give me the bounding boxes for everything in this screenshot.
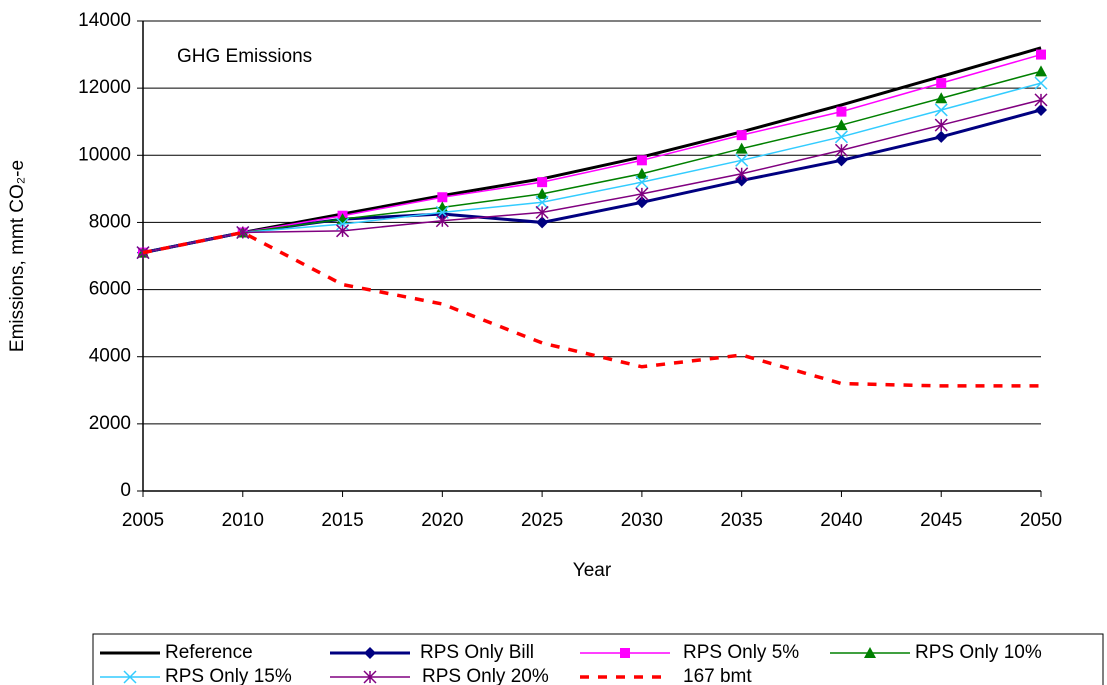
x-tick-label: 2005 — [122, 510, 164, 531]
marker — [123, 670, 137, 684]
x-tick-label: 2020 — [421, 510, 463, 531]
marker — [635, 196, 648, 209]
marker — [636, 155, 647, 166]
x-tick-label: 2025 — [521, 510, 563, 531]
x-tick-label: 2030 — [621, 510, 663, 531]
y-tick-label: 6000 — [89, 279, 131, 300]
series-line — [142, 230, 1041, 388]
x-tick-label: 2045 — [920, 510, 962, 531]
x-tick-label: 2050 — [1020, 510, 1062, 531]
y-tick-label: 12000 — [78, 77, 131, 98]
series-line — [142, 70, 1042, 254]
marker — [1036, 49, 1046, 60]
x-tick-label: 2040 — [820, 510, 862, 531]
y-tick-label: 14000 — [78, 10, 131, 31]
marker — [1034, 93, 1048, 107]
marker — [835, 154, 848, 167]
marker — [635, 175, 649, 189]
marker — [935, 130, 948, 143]
marker — [836, 106, 847, 117]
marker — [1035, 103, 1047, 116]
marker — [364, 647, 376, 659]
marker — [336, 224, 350, 238]
marker — [236, 225, 250, 240]
marker — [735, 142, 748, 154]
series-line — [142, 82, 1042, 254]
legend-label: RPS Only 15% — [165, 666, 292, 685]
marker — [1035, 65, 1047, 77]
marker — [834, 130, 848, 144]
series-line — [142, 53, 1042, 254]
marker — [736, 130, 747, 141]
marker — [735, 167, 749, 181]
legend-label: 167 bmt — [683, 666, 752, 685]
legend-label: RPS Only 20% — [422, 666, 549, 685]
y-tick-label: 8000 — [89, 211, 131, 232]
marker — [336, 217, 350, 231]
marker — [537, 177, 548, 188]
marker — [536, 187, 549, 199]
legend-label: RPS Only Bill — [420, 642, 534, 663]
marker — [934, 103, 948, 117]
marker — [835, 119, 848, 131]
marker — [620, 648, 630, 658]
marker — [535, 195, 549, 209]
marker — [1034, 76, 1048, 90]
marker — [864, 647, 876, 658]
y-tick-label: 10000 — [78, 144, 131, 165]
marker — [536, 216, 549, 229]
marker — [435, 214, 449, 228]
x-tick-label: 2035 — [721, 510, 763, 531]
marker — [635, 187, 649, 201]
annotation: GHG Emissions — [177, 46, 312, 67]
marker — [635, 167, 648, 179]
y-tick-label: 4000 — [89, 346, 131, 367]
marker — [834, 143, 848, 157]
y-axis-label: Emissions, mmt CO₂-e — [7, 160, 28, 352]
legend-box — [92, 633, 1104, 685]
legend-label: Reference — [165, 642, 253, 663]
x-tick-label: 2015 — [321, 510, 363, 531]
marker — [735, 153, 749, 167]
y-tick-label: 2000 — [89, 413, 131, 434]
marker — [136, 246, 150, 260]
series-line — [142, 46, 1042, 255]
marker — [934, 118, 948, 132]
marker — [437, 192, 448, 203]
marker — [363, 670, 377, 684]
x-axis-label: Year — [573, 560, 612, 581]
marker — [535, 205, 549, 219]
series-line — [142, 99, 1042, 254]
legend-label: RPS Only 10% — [915, 642, 1042, 663]
x-tick-label: 2010 — [222, 510, 264, 531]
marker — [936, 78, 947, 89]
y-tick-label: 0 — [120, 480, 131, 501]
legend-label: RPS Only 5% — [683, 642, 799, 663]
marker — [935, 92, 948, 104]
